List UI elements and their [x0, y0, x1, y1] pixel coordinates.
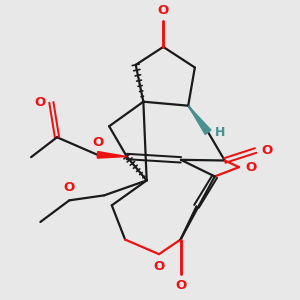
- Text: O: O: [153, 260, 165, 273]
- Text: H: H: [215, 126, 225, 139]
- Text: O: O: [35, 96, 46, 109]
- Polygon shape: [188, 106, 211, 134]
- Text: O: O: [158, 4, 169, 16]
- Polygon shape: [97, 152, 127, 158]
- Text: O: O: [64, 182, 75, 194]
- Text: O: O: [245, 160, 256, 174]
- Text: O: O: [92, 136, 103, 149]
- Text: O: O: [262, 144, 273, 157]
- Text: O: O: [175, 280, 186, 292]
